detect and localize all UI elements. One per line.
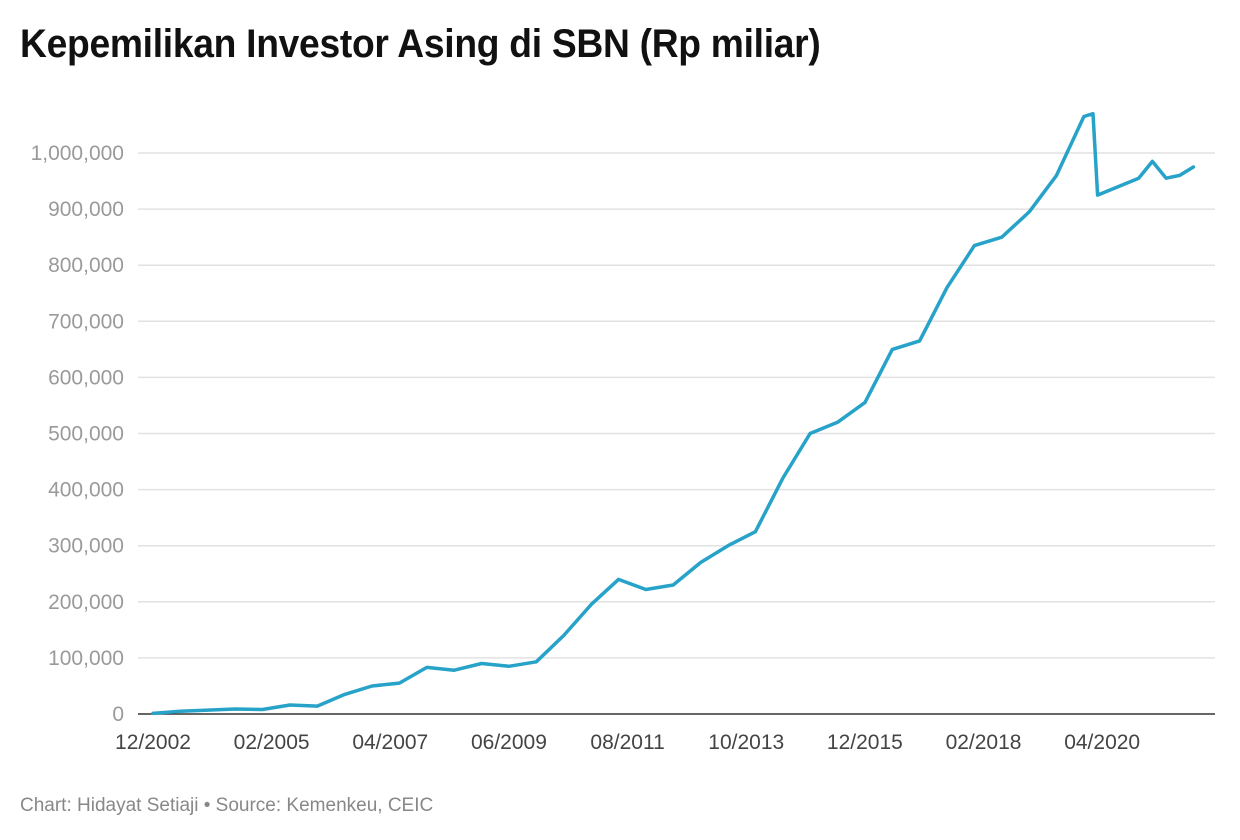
chart-title: Kepemilikan Investor Asing di SBN (Rp mi… <box>20 22 821 66</box>
x-tick-label: 08/2011 <box>590 731 664 754</box>
gridlines <box>138 152 1215 659</box>
x-axis-ticks: 12/2002 02/2005 04/2007 06/2009 08/2011 10/20… <box>115 731 1140 754</box>
y-tick-label: 0 <box>112 703 124 726</box>
y-tick-label: 100,000 <box>48 647 124 670</box>
y-tick-label: 900,000 <box>48 198 124 221</box>
y-axis-ticks: 0 100,000 200,000 300,000 400,000 500,000 600,… <box>31 142 124 726</box>
x-tick-label: 10/2013 <box>708 731 784 754</box>
x-tick-label: 04/2007 <box>352 731 428 754</box>
x-tick-label: 02/2005 <box>234 731 310 754</box>
y-tick-label: 700,000 <box>48 310 124 333</box>
y-tick-label: 500,000 <box>48 423 124 446</box>
series-line <box>151 111 1196 716</box>
y-tick-label: 1,000,000 <box>31 142 124 165</box>
y-tick-label: 600,000 <box>48 366 124 389</box>
x-tick-label: 06/2009 <box>471 731 547 754</box>
x-tick-label: 12/2015 <box>827 731 903 754</box>
chart-source: Chart: Hidayat Setiaji • Source: Kemenke… <box>20 795 434 816</box>
x-tick-label: 12/2002 <box>115 731 191 754</box>
y-tick-label: 300,000 <box>48 535 124 558</box>
y-tick-label: 400,000 <box>48 479 124 502</box>
x-tick-label: 04/2020 <box>1064 731 1140 754</box>
y-tick-label: 200,000 <box>48 591 124 614</box>
x-tick-label: 02/2018 <box>946 731 1022 754</box>
y-tick-label: 800,000 <box>48 254 124 277</box>
